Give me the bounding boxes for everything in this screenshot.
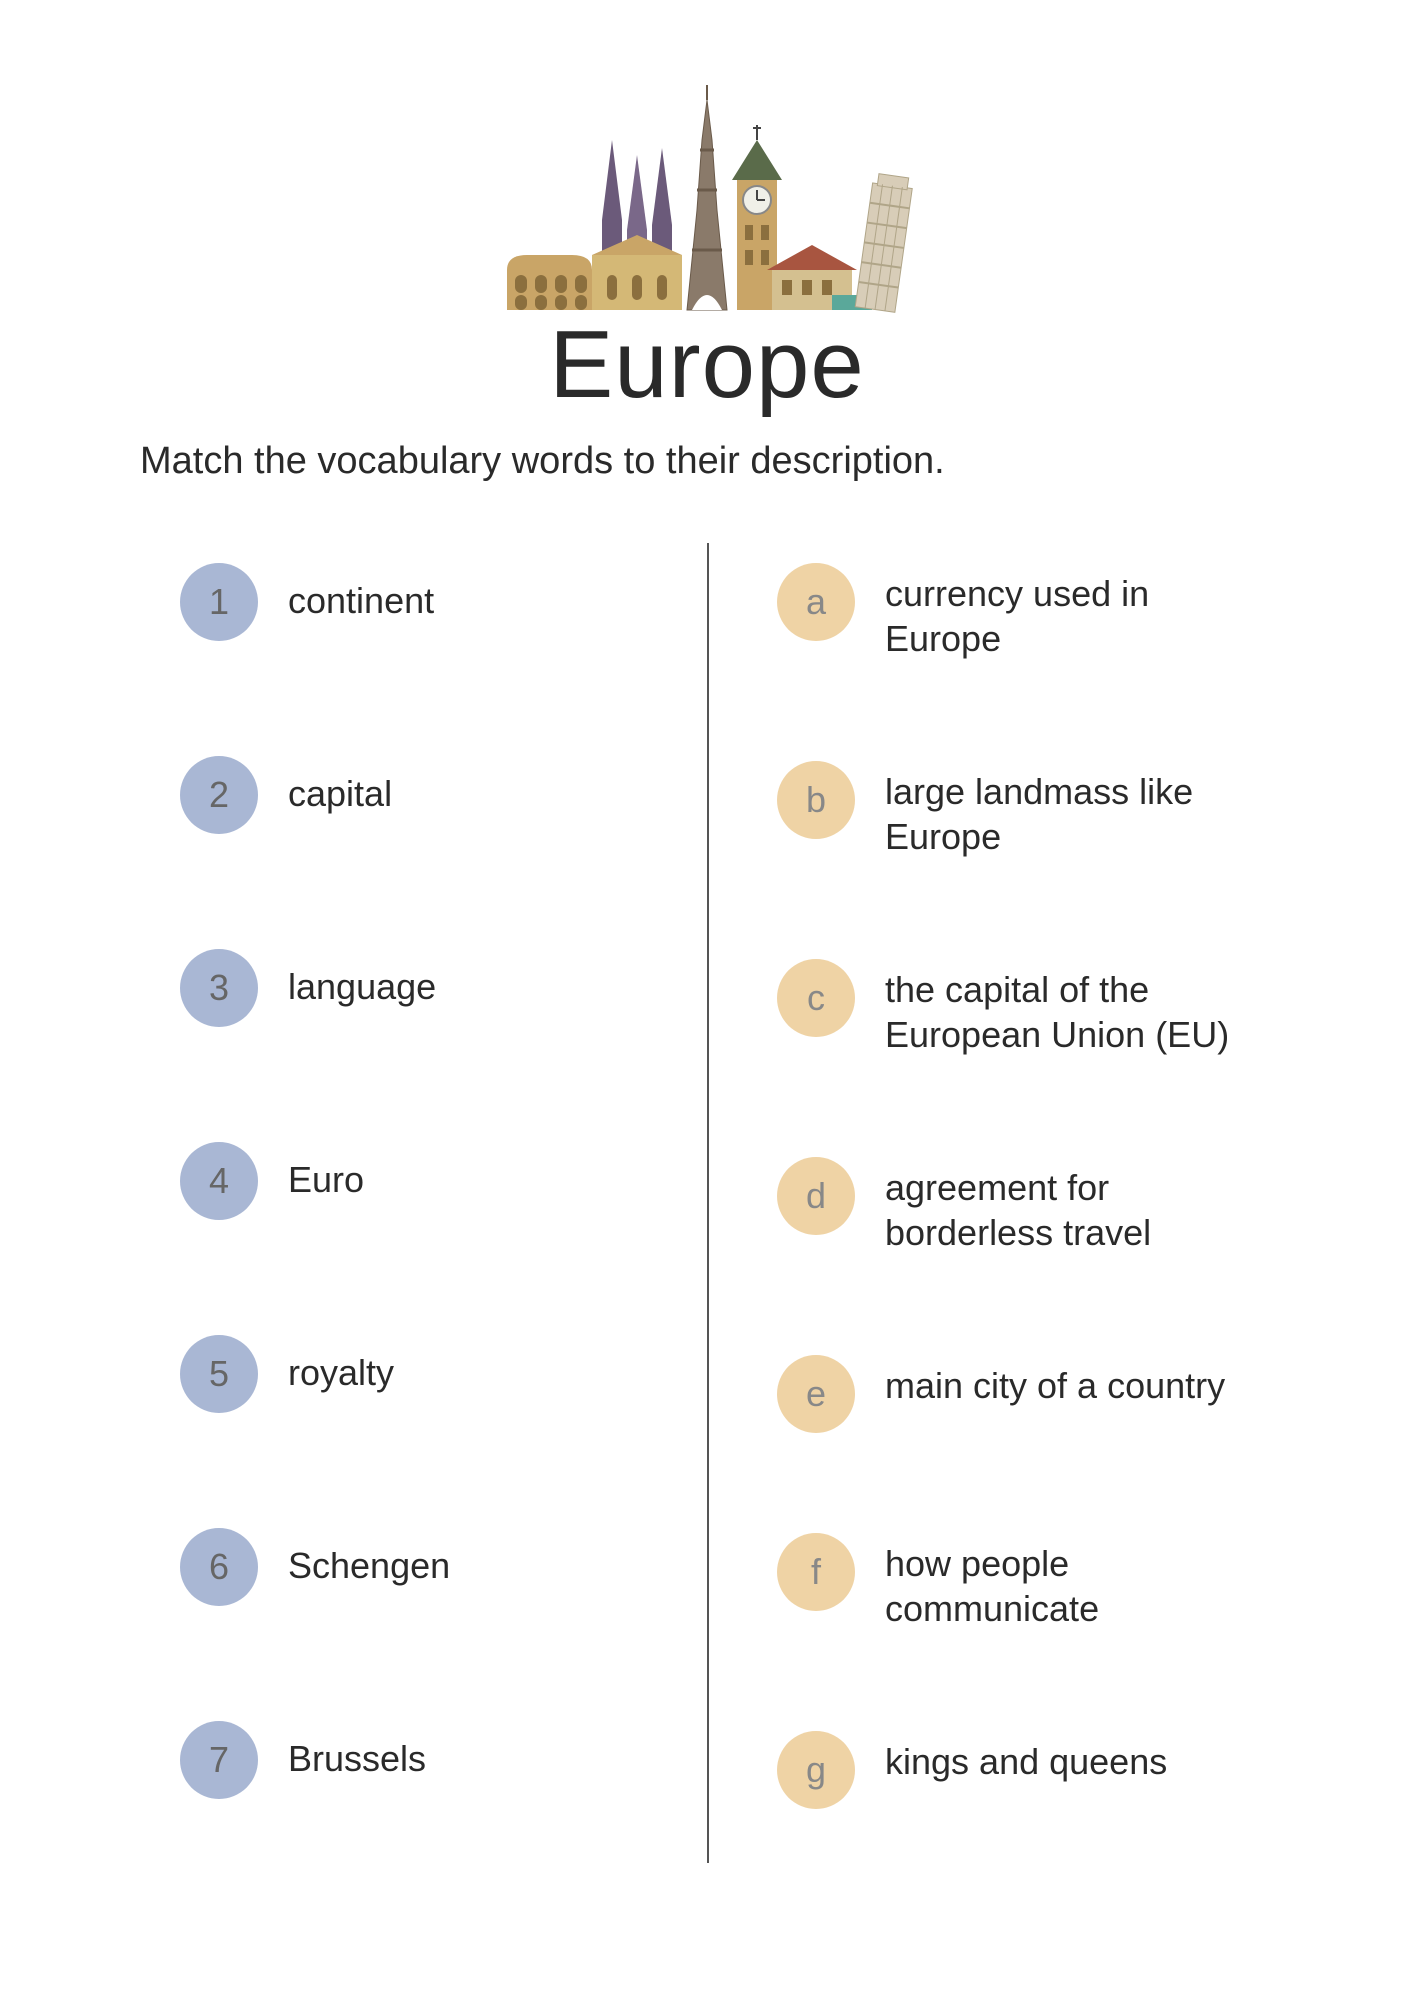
letter-badge: e <box>777 1355 855 1433</box>
vocab-item: 5 royalty <box>180 1335 677 1413</box>
description-item: a currency used in Europe <box>777 563 1274 661</box>
letter-badge: d <box>777 1157 855 1235</box>
description-item: e main city of a country <box>777 1355 1274 1433</box>
description-text: currency used in Europe <box>885 563 1274 661</box>
vocabulary-column: 1 continent 2 capital 3 language 4 Euro … <box>120 563 717 1914</box>
vocab-item: 1 continent <box>180 563 677 641</box>
number-badge: 7 <box>180 1721 258 1799</box>
description-item: f how people communicate <box>777 1533 1274 1631</box>
description-item: d agreement for borderless travel <box>777 1157 1274 1255</box>
matching-content: 1 continent 2 capital 3 language 4 Euro … <box>120 563 1294 1914</box>
number-badge: 4 <box>180 1142 258 1220</box>
letter-badge: f <box>777 1533 855 1611</box>
description-text: main city of a country <box>885 1355 1225 1408</box>
page-subtitle: Match the vocabulary words to their desc… <box>140 440 1294 483</box>
description-text: how people communicate <box>885 1533 1274 1631</box>
vocab-text: Euro <box>288 1142 364 1202</box>
number-badge: 5 <box>180 1335 258 1413</box>
description-text: large landmass like Europe <box>885 761 1274 859</box>
header-landmarks-illustration <box>120 80 1294 320</box>
vocab-item: 4 Euro <box>180 1142 677 1220</box>
description-text: agreement for borderless travel <box>885 1157 1274 1255</box>
description-text: kings and queens <box>885 1731 1167 1784</box>
vocab-text: Brussels <box>288 1721 426 1781</box>
vocab-item: 7 Brussels <box>180 1721 677 1799</box>
letter-badge: c <box>777 959 855 1037</box>
letter-badge: g <box>777 1731 855 1809</box>
page-title: Europe <box>120 310 1294 420</box>
description-item: c the capital of the European Union (EU) <box>777 959 1274 1057</box>
letter-badge: b <box>777 761 855 839</box>
number-badge: 6 <box>180 1528 258 1606</box>
number-badge: 1 <box>180 563 258 641</box>
description-text: the capital of the European Union (EU) <box>885 959 1274 1057</box>
vocab-item: 3 language <box>180 949 677 1027</box>
vocab-item: 2 capital <box>180 756 677 834</box>
column-divider <box>707 543 709 1863</box>
number-badge: 2 <box>180 756 258 834</box>
vocab-text: continent <box>288 563 434 623</box>
vocab-text: language <box>288 949 436 1009</box>
vocab-text: capital <box>288 756 392 816</box>
description-item: g kings and queens <box>777 1731 1274 1809</box>
vocab-text: royalty <box>288 1335 394 1395</box>
vocab-text: Schengen <box>288 1528 450 1588</box>
letter-badge: a <box>777 563 855 641</box>
vocab-item: 6 Schengen <box>180 1528 677 1606</box>
number-badge: 3 <box>180 949 258 1027</box>
description-column: a currency used in Europe b large landma… <box>717 563 1294 1914</box>
description-item: b large landmass like Europe <box>777 761 1274 859</box>
